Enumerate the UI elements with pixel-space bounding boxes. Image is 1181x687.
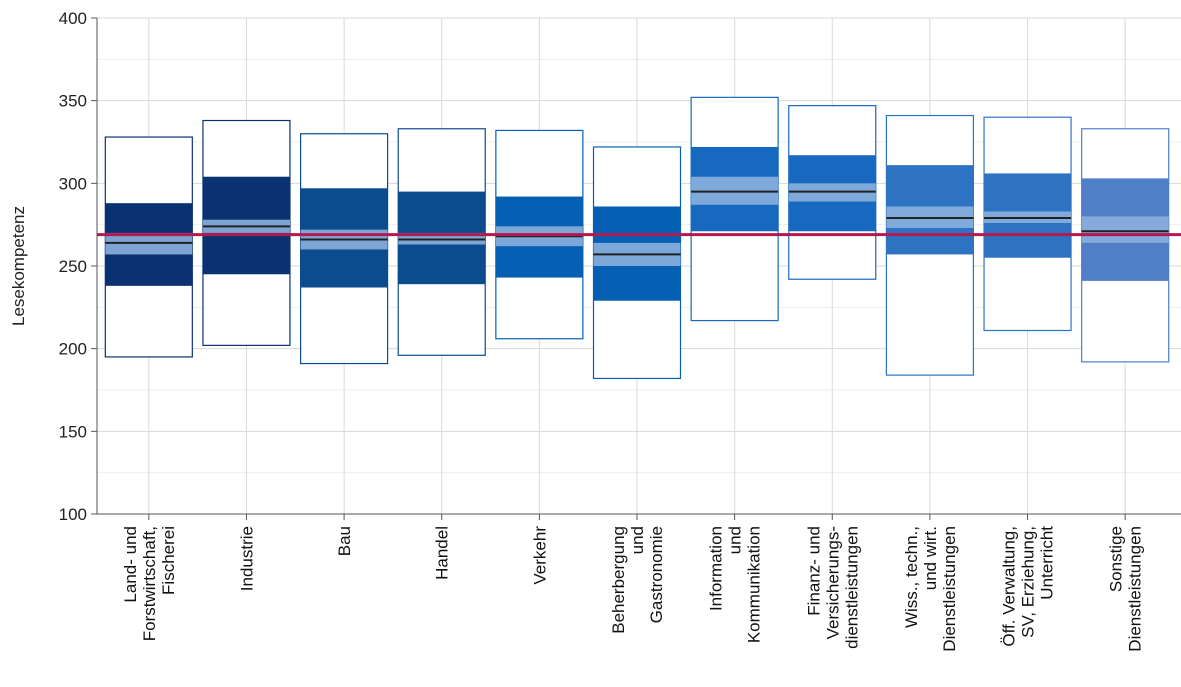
x-tick-label-line: und <box>726 526 745 554</box>
x-tick-label-line: Dienstleistungen <box>1126 526 1145 652</box>
confidence-band <box>1081 216 1169 243</box>
x-tick-label-line: Bau <box>335 526 354 556</box>
box-group <box>202 119 291 346</box>
box-group <box>104 136 193 358</box>
y-tick-label: 100 <box>59 505 87 524</box>
x-tick-label-line: Versicherungs- <box>823 526 842 639</box>
x-tick-label-line: Verkehr <box>530 526 549 585</box>
x-tick-label-line: Fischerei <box>159 526 178 595</box>
x-tick-label-line: dienstleistungen <box>842 526 861 649</box>
box-group <box>788 105 877 280</box>
box-group <box>592 146 682 380</box>
x-tick-label-line: SV, Erziehung, <box>1019 526 1038 638</box>
x-tick-label-line: und wirt. <box>921 526 940 590</box>
x-tick-label-line: Wiss., techn., <box>902 526 921 628</box>
x-tick-label-line: Unterricht <box>1038 526 1057 600</box>
x-tick-label: Verkehr <box>530 526 549 585</box>
y-tick-label: 250 <box>59 257 87 276</box>
y-tick-label: 200 <box>59 340 87 359</box>
y-tick-label: 400 <box>59 9 87 28</box>
x-tick-label: Bau <box>335 526 354 556</box>
x-tick-label: Finanz- undVersicherungs-dienstleistunge… <box>804 526 861 649</box>
box-group <box>299 133 389 365</box>
y-tick-label: 300 <box>59 174 87 193</box>
x-tick-label: SonstigeDienstleistungen <box>1107 526 1145 652</box>
x-tick-label-line: Finanz- und <box>804 526 823 616</box>
x-tick-label-line: Sonstige <box>1107 526 1126 592</box>
boxplot-series <box>104 96 1170 380</box>
x-tick-label-line: Dienstleistungen <box>940 526 959 652</box>
box-group <box>885 114 975 376</box>
x-tick-label: BeherbergungundGastronomie <box>609 526 666 634</box>
y-axis-title: Lesekompetenz <box>9 206 28 326</box>
box-group <box>1081 128 1170 363</box>
box-group <box>690 96 779 322</box>
x-tick-label-line: Industrie <box>237 526 256 591</box>
x-tick-label-line: Beherbergung <box>609 526 628 634</box>
x-tick-label: Industrie <box>237 526 256 591</box>
axes: 100 150 200 250 300 350 400 Land- undForstwirts… <box>59 9 1181 652</box>
x-tick-label: Handel <box>433 526 452 580</box>
x-tick-label-line: und <box>628 526 647 554</box>
x-tick-label: Land- undForstwirtschaft,Fischerei <box>121 526 178 641</box>
x-tick-label: Öff. Verwaltung,SV, Erziehung,Unterricht <box>1000 526 1057 647</box>
x-tick-label: Wiss., techn.,und wirt.Dienstleistungen <box>902 526 959 652</box>
x-tick-label-line: Öff. Verwaltung, <box>1000 526 1019 647</box>
y-tick-label: 150 <box>59 422 87 441</box>
box-group <box>983 116 1072 332</box>
x-tick-label: InformationundKommunikation <box>707 526 764 643</box>
x-tick-label-line: Forstwirtschaft, <box>140 526 159 641</box>
y-tick-label: 350 <box>59 92 87 111</box>
x-tick-label-line: Land- und <box>121 526 140 603</box>
x-tick-label-line: Handel <box>433 526 452 580</box>
box-group <box>397 128 486 356</box>
x-tick-label-line: Kommunikation <box>745 526 764 643</box>
x-tick-label-line: Information <box>707 526 726 611</box>
x-tick-label-line: Gastronomie <box>647 526 666 623</box>
